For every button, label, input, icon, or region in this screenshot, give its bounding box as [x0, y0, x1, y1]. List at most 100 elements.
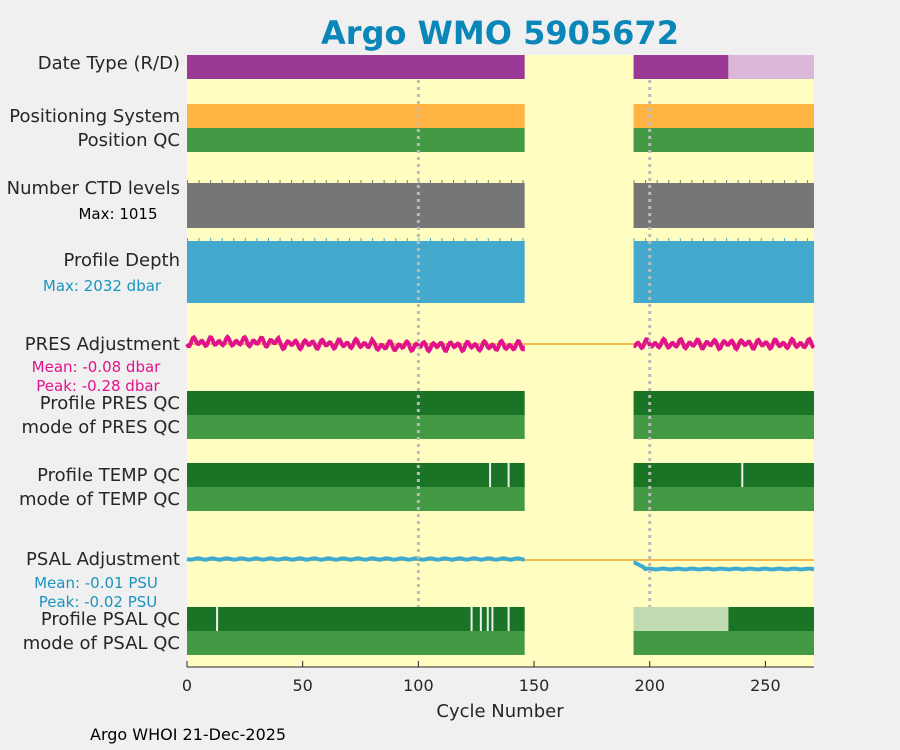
spike-profile-depth	[429, 238, 431, 241]
spike-number-ctd-levels	[510, 180, 512, 185]
spike-profile-depth	[522, 238, 524, 242]
spike-profile-depth	[267, 238, 269, 243]
spike-profile-depth	[302, 238, 304, 243]
spike-number-ctd-levels	[233, 180, 235, 185]
row-label-psal-adjustment: PSAL Adjustment	[26, 549, 180, 570]
spike-number-ctd-levels	[383, 180, 385, 184]
segment-profile-pres-qc	[187, 391, 525, 415]
segment-mode-of-temp-qc	[187, 487, 525, 511]
spike-profile-depth	[210, 238, 212, 242]
spike-number-ctd-levels	[737, 180, 739, 184]
segment-profile-psal-qc	[633, 607, 729, 631]
spike-profile-depth	[749, 238, 751, 241]
spike-profile-depth	[348, 238, 350, 242]
spike-profile-depth	[668, 238, 670, 242]
spike-profile-depth	[383, 238, 385, 242]
plot-background	[187, 55, 814, 667]
spike-profile-depth	[656, 238, 658, 243]
spike-number-ctd-levels	[522, 180, 524, 184]
spike-number-ctd-levels	[314, 180, 316, 184]
spike-profile-depth	[360, 238, 362, 241]
spike-number-ctd-levels	[795, 180, 797, 185]
x-tick-label: 0	[182, 676, 192, 695]
spike-number-ctd-levels	[198, 180, 200, 185]
segment-position-qc	[633, 128, 814, 152]
spike-profile-depth	[187, 238, 188, 241]
segment-profile-psal-qc	[187, 607, 525, 631]
spike-number-ctd-levels	[714, 180, 716, 183]
row-label-positioning-system: Positioning System	[9, 106, 180, 127]
row-label-profile-pres-qc: Profile PRES QC	[40, 393, 180, 414]
spike-profile-depth	[633, 238, 635, 242]
segment-mode-of-temp-qc	[633, 487, 814, 511]
row-label-mode-of-psal-qc: mode of PSAL QC	[23, 633, 180, 654]
spike-number-ctd-levels	[256, 180, 258, 183]
spike-number-ctd-levels	[187, 180, 188, 183]
mark-profile-psal-qc	[507, 607, 510, 631]
row-label-pres-adjustment: PRES Adjustment	[25, 334, 180, 355]
spike-number-ctd-levels	[464, 180, 466, 183]
spike-number-ctd-levels	[348, 180, 350, 184]
spike-number-ctd-levels	[633, 180, 635, 184]
spike-profile-depth	[726, 238, 728, 243]
spike-profile-depth	[807, 238, 809, 242]
spike-number-ctd-levels	[453, 180, 455, 184]
spike-number-ctd-levels	[406, 180, 408, 185]
spike-number-ctd-levels	[221, 180, 223, 183]
spike-profile-depth	[783, 238, 785, 241]
spike-profile-depth	[406, 238, 408, 243]
spike-profile-depth	[221, 238, 223, 241]
bar-profile-depth	[633, 241, 814, 303]
segment-position-qc	[187, 128, 525, 152]
segment-date-type-r-d	[728, 55, 814, 79]
mark-profile-temp-qc	[489, 463, 492, 487]
segment-positioning-system	[187, 104, 525, 128]
mark-profile-temp-qc	[741, 463, 744, 487]
segment-date-type-r-d	[633, 55, 729, 79]
bar-number-ctd-levels	[633, 183, 814, 228]
row-label-number-ctd-levels: Number CTD levels	[7, 178, 180, 199]
spike-number-ctd-levels	[760, 180, 762, 185]
spike-number-ctd-levels	[395, 180, 397, 183]
segment-date-type-r-d	[187, 55, 525, 79]
spike-number-ctd-levels	[267, 180, 269, 185]
spike-profile-depth	[395, 238, 397, 241]
x-tick-label: 100	[403, 676, 434, 695]
x-tick-label: 250	[750, 676, 781, 695]
segment-profile-psal-qc	[728, 607, 814, 631]
spike-profile-depth	[325, 238, 327, 241]
spike-number-ctd-levels	[418, 180, 420, 184]
spike-number-ctd-levels	[691, 180, 693, 185]
spike-number-ctd-levels	[668, 180, 670, 184]
bar-number-ctd-levels	[187, 183, 525, 228]
segment-profile-temp-qc	[187, 463, 525, 487]
spike-number-ctd-levels	[487, 180, 489, 184]
data-rows	[185, 55, 816, 667]
spike-profile-depth	[795, 238, 797, 243]
series-pres-adjustment	[185, 334, 527, 354]
spike-profile-depth	[476, 238, 478, 243]
segment-positioning-system	[633, 104, 814, 128]
spike-profile-depth	[760, 238, 762, 243]
spike-number-ctd-levels	[702, 180, 704, 184]
spike-number-ctd-levels	[372, 180, 374, 185]
spike-profile-depth	[279, 238, 281, 242]
mark-profile-temp-qc	[507, 463, 510, 487]
spike-number-ctd-levels	[476, 180, 478, 185]
row-labels: Date Type (R/D) Positioning System Positio…	[7, 53, 180, 654]
x-tick-label: 150	[519, 676, 550, 695]
row-label-mode-of-pres-qc: mode of PRES QC	[22, 417, 180, 438]
spike-profile-depth	[198, 238, 200, 243]
segment-mode-of-psal-qc	[187, 631, 525, 655]
spike-profile-depth	[337, 238, 339, 243]
row-sub-number-ctd-levels: Max: 1015	[78, 205, 157, 223]
row-mean-psal-adjustment: Mean: -0.01 PSU	[34, 574, 158, 592]
spike-number-ctd-levels	[749, 180, 751, 183]
segment-profile-temp-qc	[633, 463, 814, 487]
mark-profile-psal-qc	[479, 607, 482, 631]
row-label-profile-temp-qc: Profile TEMP QC	[37, 465, 180, 486]
series-pres-adjustment	[633, 336, 816, 352]
segment-mode-of-pres-qc	[187, 415, 525, 439]
spike-number-ctd-levels	[302, 180, 304, 185]
row-peak-pres-adjustment: Peak: -0.28 dbar	[36, 377, 160, 395]
